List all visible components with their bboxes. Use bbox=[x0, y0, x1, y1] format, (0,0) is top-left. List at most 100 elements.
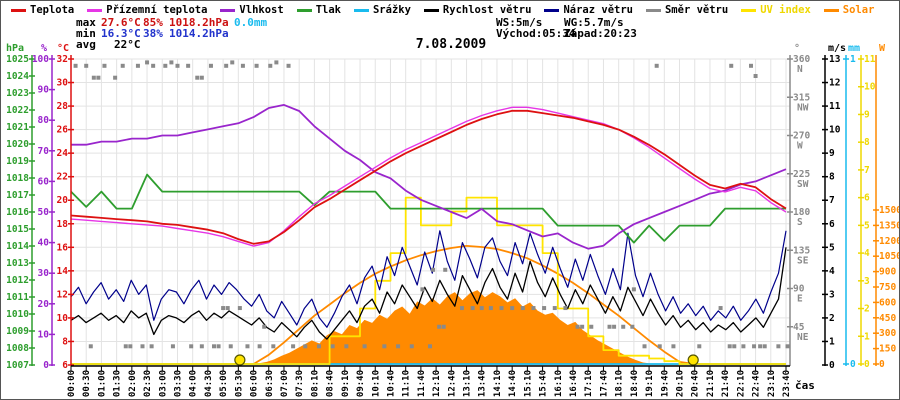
tick-label: 32 bbox=[57, 54, 68, 65]
tick-label: 18 bbox=[57, 219, 69, 230]
tick-label: 11 bbox=[864, 54, 876, 65]
x-tick-label: 10:10 bbox=[371, 370, 381, 397]
axis-title-hpa: hPa bbox=[6, 43, 24, 54]
tick-dir-label: NE bbox=[797, 332, 809, 343]
x-tick-label: 11:40 bbox=[417, 370, 427, 397]
series-solar-measured bbox=[71, 290, 786, 364]
max-temp: 27.6°C bbox=[101, 16, 141, 29]
max-humidity: 85% bbox=[143, 16, 163, 29]
tick-label: 0 bbox=[829, 360, 835, 371]
rychlost-vetru-swatch bbox=[423, 8, 439, 12]
tick-label: 8 bbox=[829, 172, 835, 183]
legend-item-smer-vetru: Směr větru bbox=[645, 4, 728, 16]
tick-label: 2 bbox=[829, 313, 835, 324]
tick-label: 900 bbox=[879, 267, 896, 278]
tick-label: 0 bbox=[879, 359, 885, 370]
axis-hpa: hPa 1007 1008 1009 1010 1011 1012 1013 1014 1015 1… bbox=[6, 43, 35, 371]
x-tick-label: 18:10 bbox=[615, 370, 625, 397]
tick-label: 30 bbox=[57, 78, 69, 89]
tick-label: 1022 bbox=[6, 105, 29, 116]
tick-label: 1020 bbox=[6, 139, 29, 150]
rain-total: 0.0mm bbox=[234, 16, 268, 29]
x-tick-label: 17:10 bbox=[584, 370, 594, 397]
tick-label: 13 bbox=[829, 54, 841, 65]
tick-label: 3 bbox=[864, 276, 870, 287]
tick-label: 60 bbox=[38, 176, 50, 187]
tick-label: 0 bbox=[43, 360, 49, 371]
legend-label: Přízemní teplota bbox=[106, 4, 208, 16]
axis-uv: 0 1 2 3 4 5 6 7 8 9 10 11 bbox=[858, 54, 876, 370]
tick-label: 3 bbox=[829, 289, 835, 300]
tick-label: 1014 bbox=[6, 241, 29, 252]
tick-label: 90 bbox=[38, 85, 50, 96]
x-tick-label: 01:30 bbox=[113, 370, 123, 397]
legend-item-naraz-vetru: Náraz větru bbox=[544, 4, 633, 16]
x-tick-label: 08:40 bbox=[326, 370, 336, 397]
teplota-swatch bbox=[11, 8, 26, 12]
max-label: max bbox=[76, 16, 96, 29]
legend-label: Rychlost větru bbox=[442, 4, 532, 16]
tick-label: 7 bbox=[864, 165, 870, 176]
tick-label: 16 bbox=[57, 242, 69, 253]
x-tick-label: 21:40 bbox=[721, 370, 731, 397]
tick-dir-label: E bbox=[797, 294, 803, 305]
uv-index-swatch bbox=[741, 8, 757, 12]
x-tick-label: 22:10 bbox=[736, 370, 746, 397]
tick-label: 22 bbox=[57, 172, 68, 183]
tick-label: 135 bbox=[793, 245, 810, 256]
tick-label: 1 bbox=[850, 54, 856, 65]
chart-date-title: 7.08.2009 bbox=[415, 37, 487, 52]
tick-label: 1024 bbox=[6, 71, 29, 82]
avg-temp: 22°C bbox=[114, 38, 141, 51]
tick-label: 1350 bbox=[879, 220, 900, 231]
smer-vetru-swatch bbox=[645, 8, 661, 12]
x-tick-label: 21:10 bbox=[706, 370, 716, 397]
tick-label: 28 bbox=[57, 101, 69, 112]
series-vlhkost bbox=[71, 104, 787, 250]
axis-title-mm: mm bbox=[848, 43, 860, 54]
series-teplota bbox=[70, 109, 787, 245]
tick-label: 750 bbox=[879, 282, 896, 293]
legend-label: Solar bbox=[842, 4, 875, 16]
tick-label: 1012 bbox=[6, 275, 29, 286]
series-naraz-vetru bbox=[70, 230, 787, 328]
tick-label: 1025 bbox=[6, 54, 29, 65]
legend-item-teplota: Teplota bbox=[11, 4, 74, 16]
tick-label: 1008 bbox=[6, 343, 29, 354]
legend-item-uv-index: UV index bbox=[741, 4, 811, 16]
tick-label: 1 bbox=[864, 331, 870, 342]
x-tick-label: 08:10 bbox=[310, 370, 320, 397]
solar-swatch bbox=[823, 8, 839, 12]
tick-label: 5 bbox=[829, 242, 835, 253]
naraz-vetru-swatch bbox=[544, 8, 560, 12]
x-axis-title: čas bbox=[795, 379, 815, 392]
tick-label: 1015 bbox=[6, 224, 29, 235]
wind-speed-now: WS:5m/s bbox=[496, 16, 543, 29]
x-tick-label: 03:30 bbox=[173, 370, 183, 397]
tick-dir-label: NW bbox=[797, 102, 809, 113]
tick-label: 180 bbox=[793, 207, 810, 218]
tick-dir-label: W bbox=[797, 141, 803, 152]
legend-label: Teplota bbox=[30, 4, 75, 16]
tick-label: 1007 bbox=[6, 360, 29, 371]
legend-item-vlhkost: Vlhkost bbox=[220, 4, 284, 16]
tick-label: 14 bbox=[57, 266, 69, 277]
tick-label: 1013 bbox=[6, 258, 29, 269]
x-tick-label: 13:40 bbox=[478, 370, 488, 397]
x-tick-label: 04:00 bbox=[189, 370, 199, 397]
tick-label: 10 bbox=[57, 313, 69, 324]
x-tick-label: 14:10 bbox=[493, 370, 503, 397]
tick-label: 9 bbox=[864, 109, 870, 120]
x-tick-label: 07:30 bbox=[295, 370, 305, 397]
tick-label: 1018 bbox=[6, 173, 29, 184]
tick-dir-label: N bbox=[797, 64, 803, 75]
srazky-swatch bbox=[353, 8, 369, 12]
tick-label: 1009 bbox=[6, 326, 29, 337]
tick-label: 40 bbox=[38, 238, 50, 249]
legend-label: Srážky bbox=[372, 4, 411, 16]
x-tick-label: 02:30 bbox=[143, 370, 153, 397]
x-tick-label: 04:30 bbox=[204, 370, 214, 397]
